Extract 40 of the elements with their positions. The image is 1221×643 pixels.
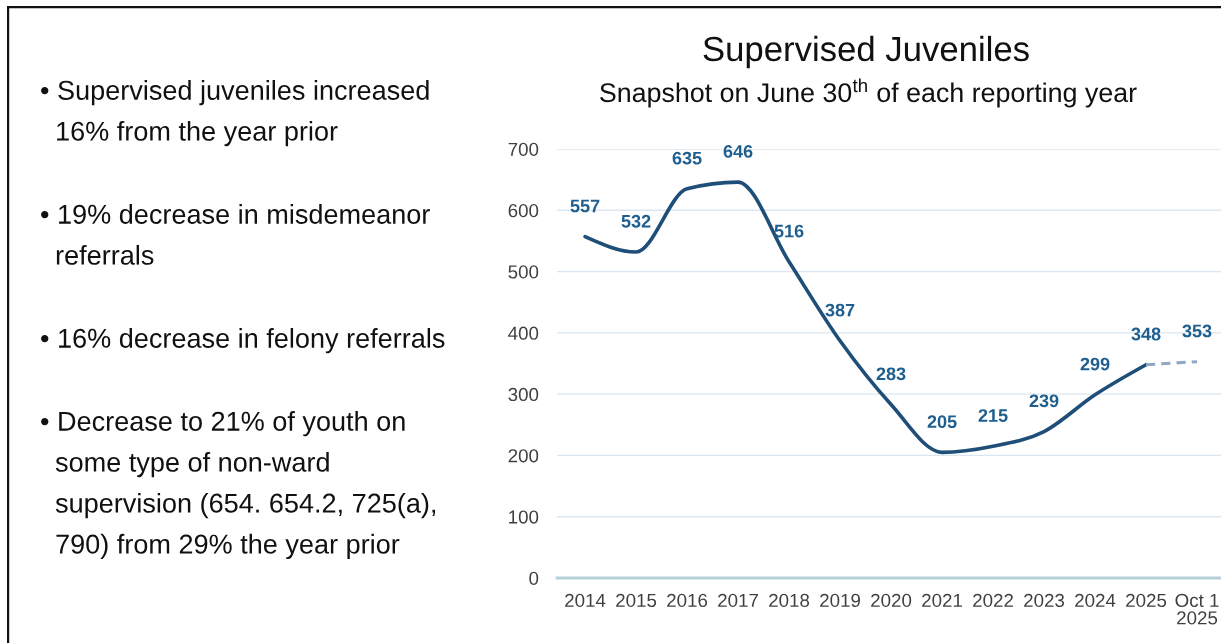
data-label: 532 — [621, 214, 651, 228]
x-tick-label: 2024 — [1075, 593, 1116, 608]
data-label: 215 — [978, 409, 1008, 422]
data-label: 646 — [723, 144, 753, 158]
data-label: 353 — [1182, 324, 1212, 338]
x-tick-label: 2017 — [718, 593, 758, 608]
data-label: 516 — [774, 224, 804, 238]
text: • 16% decrease in felony referrals — [41, 328, 445, 354]
data-label: 557 — [570, 199, 600, 213]
x-tick-label: 2018 — [769, 593, 810, 608]
y-tick-label: 0 — [529, 571, 539, 585]
data-label: 348 — [1131, 327, 1161, 341]
x-tick-label: 2022 — [973, 593, 1013, 608]
y-tick-label: 500 — [508, 265, 539, 279]
x-tick-label: 2021 — [922, 593, 962, 608]
y-tick-label: 700 — [508, 142, 539, 156]
y-tick-label: 400 — [508, 326, 539, 340]
x-tick-label: 2015 — [616, 593, 657, 608]
chart-subtitle: Snapshot on June 30$^{th}$ of each reporting year — [600, 78, 1137, 108]
y-tick-label: 300 — [508, 387, 539, 402]
x-tick-label: 2023 — [1024, 593, 1065, 608]
text: • Supervised juveniles increased 16% from the year prior — [41, 80, 429, 147]
x-tick-label: 2016 — [667, 593, 708, 608]
x-tick-label: 2025 — [1126, 593, 1167, 608]
text: • 19% decrease in misdemeanor referrals — [41, 204, 430, 265]
data-label: 283 — [876, 367, 906, 381]
x-tick-label: Oct 1 2025 — [1175, 593, 1219, 625]
data-label: 387 — [825, 303, 855, 317]
data-label: 239 — [1029, 394, 1059, 408]
text: • Decrease to 21% of youth on some type of non-ward supervision (654. 654.2, 725(a), 790) from 29% the year prior — [41, 411, 436, 560]
x-tick-label: 2014 — [565, 593, 606, 608]
y-tick-label: 200 — [508, 449, 539, 463]
data-label: 299 — [1080, 357, 1110, 371]
y-tick-label: 100 — [509, 510, 539, 524]
data-label: 205 — [927, 415, 957, 429]
x-tick-label: 2020 — [871, 593, 912, 608]
data-label: 635 — [672, 151, 702, 165]
y-tick-label: 600 — [508, 203, 539, 218]
chart-title: Supervised Juveniles — [703, 35, 1029, 69]
x-tick-label: 2019 — [820, 593, 861, 608]
